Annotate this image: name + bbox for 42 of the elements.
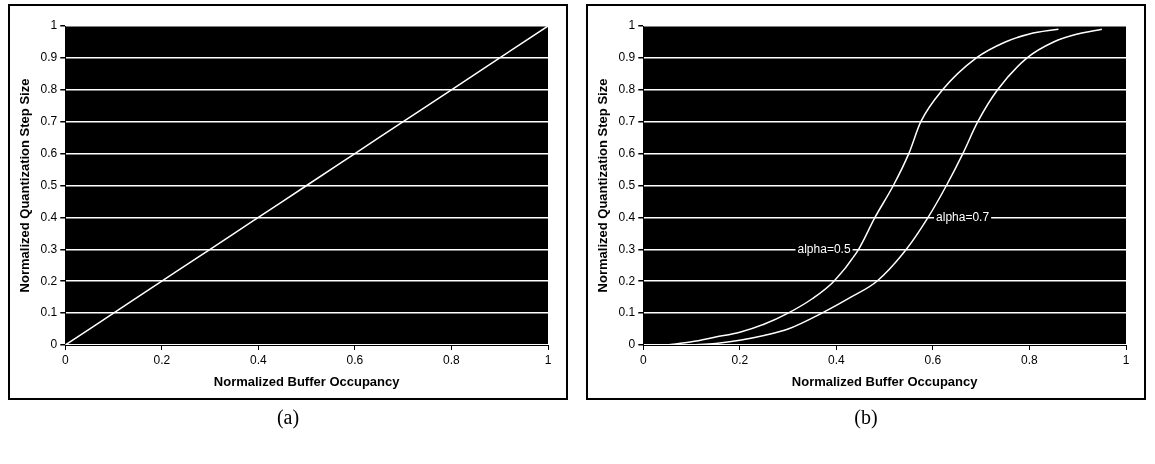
text: (b) xyxy=(854,406,878,429)
x-tick-label: 1 xyxy=(1122,352,1130,367)
y-tick-label: 0.9 xyxy=(618,50,636,65)
text: (a) xyxy=(276,406,300,429)
y-tick-label: 0.6 xyxy=(618,145,636,160)
x-tick-label: 0.6 xyxy=(924,352,942,367)
y-axis-title: Normalized Quantization Step Size xyxy=(17,78,33,293)
y-tick-label: 1 xyxy=(50,18,58,33)
x-axis-title: Normalized Buffer Occupancy xyxy=(213,373,401,389)
series-label: alpha=0.5 xyxy=(797,241,851,256)
y-tick-label: 0.2 xyxy=(40,273,58,288)
series-label: alpha=0.7 xyxy=(936,209,990,224)
y-tick-label: 1 xyxy=(628,18,636,33)
x-tick-label: 0.2 xyxy=(731,352,749,367)
y-tick-label: 0.3 xyxy=(618,241,636,256)
y-tick-label: 0.3 xyxy=(40,241,58,256)
y-tick-label: 0.1 xyxy=(618,305,636,320)
y-tick-label: 0.7 xyxy=(618,114,636,129)
x-tick-label: 0 xyxy=(639,352,647,367)
x-tick-label: 0.4 xyxy=(250,352,268,367)
y-tick-label: 0.5 xyxy=(40,177,58,192)
y-tick-label: 0.9 xyxy=(40,50,58,65)
x-axis-title: Normalized Buffer Occupancy xyxy=(791,373,979,389)
x-tick-label: 0.8 xyxy=(1021,352,1039,367)
y-tick-label: 0.6 xyxy=(40,145,58,160)
y-tick-label: 0.5 xyxy=(618,177,636,192)
y-tick-label: 0.4 xyxy=(618,209,636,224)
x-tick-label: 0.2 xyxy=(153,352,171,367)
x-tick-label: 0.4 xyxy=(828,352,846,367)
y-tick-label: 0.1 xyxy=(40,305,58,320)
x-tick-label: 0 xyxy=(61,352,69,367)
y-axis-title: Normalized Quantization Step Size xyxy=(595,78,611,293)
x-tick-label: 0.8 xyxy=(443,352,461,367)
y-tick-label: 0.2 xyxy=(618,273,636,288)
y-tick-label: 0 xyxy=(628,337,636,352)
x-tick-label: 1 xyxy=(544,352,552,367)
x-tick-label: 0.6 xyxy=(346,352,364,367)
y-tick-label: 0.4 xyxy=(40,209,58,224)
y-tick-label: 0.7 xyxy=(40,114,58,129)
y-tick-label: 0 xyxy=(50,337,58,352)
y-tick-label: 0.8 xyxy=(618,82,636,97)
y-tick-label: 0.8 xyxy=(40,82,58,97)
